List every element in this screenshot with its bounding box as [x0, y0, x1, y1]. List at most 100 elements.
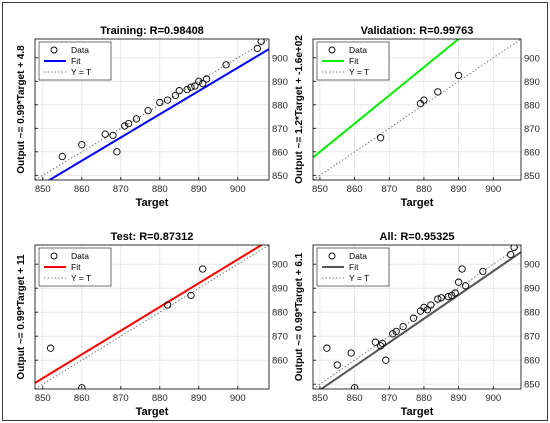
x-tick-label: 900: [230, 393, 246, 404]
data-point: [434, 295, 442, 303]
legend-label: Fit: [71, 56, 81, 66]
legend-label: Y = T: [349, 273, 369, 283]
legend-label: Data: [71, 251, 89, 261]
x-tick-label: 890: [191, 184, 207, 195]
fit-line: [47, 48, 269, 180]
data-point: [409, 314, 418, 322]
data-point: [199, 265, 207, 273]
data-point: [171, 91, 180, 100]
y-tick-label: 880: [524, 308, 540, 319]
data-point: [423, 306, 432, 314]
data-point: [257, 39, 265, 45]
legend-label: Y = T: [71, 67, 91, 77]
data-point: [163, 301, 172, 309]
x-tick-label: 880: [152, 393, 168, 404]
data-point: [58, 152, 66, 161]
data-point: [113, 148, 121, 156]
data-point: [222, 61, 230, 69]
data-point: [510, 245, 518, 252]
data-point: [333, 361, 341, 369]
x-tick-label: 860: [347, 184, 363, 195]
axes-box: [34, 38, 270, 181]
y-tick-label: 900: [272, 260, 288, 271]
y-tick-label: 900: [524, 53, 540, 64]
legend-label: Fit: [349, 262, 359, 272]
x-tick-label: 900: [485, 184, 501, 195]
regression-figure: 850 860 870 880 890 900 850 860 870 880 890 900 Trai…: [16, 25, 540, 418]
identity-line: [313, 245, 521, 389]
data-point: [78, 384, 86, 389]
x-tick-label: 880: [416, 393, 432, 404]
y-tick-label: 900: [524, 260, 540, 271]
data-point: [156, 98, 164, 107]
regression-panel-4: 850 860 870 880 890 900 850 860 870 880 890 900 All:…: [294, 231, 540, 418]
y-tick-label: 850: [524, 380, 540, 391]
axes-box: [312, 244, 522, 390]
y-axis-label: Output ~= 0.99*Target + 6.1: [294, 252, 305, 381]
y-tick-label: 860: [272, 147, 288, 158]
data-point: [183, 85, 191, 94]
data-point: [399, 322, 407, 331]
chart-title: All: R=0.95325: [380, 231, 455, 243]
data-point: [479, 267, 487, 276]
data-point: [451, 289, 459, 297]
x-tick-label: 870: [113, 184, 129, 195]
regression-panel-2: 850 860 870 880 890 900 850 860 870 880 890 900 Vali…: [294, 25, 540, 209]
x-tick-label: 880: [152, 184, 168, 195]
fit-line: [313, 39, 461, 159]
data-point: [195, 77, 203, 85]
data-point: [175, 87, 183, 95]
x-tick-label: 870: [381, 393, 397, 404]
legend-marker-data: [328, 46, 336, 54]
plot-content: [35, 245, 269, 389]
y-axis-label: Output ~= 0.99*Target + 4.8: [16, 45, 27, 174]
x-tick-label: 870: [381, 184, 397, 195]
y-tick-label: 870: [524, 332, 540, 343]
identity-line: [35, 39, 269, 180]
legend-marker-data: [328, 252, 336, 260]
data-point: [376, 134, 385, 142]
x-tick-label: 860: [347, 393, 363, 404]
data-point: [202, 75, 211, 83]
y-tick-label: 880: [272, 100, 288, 111]
legend-label: Data: [71, 45, 89, 55]
y-tick-label: 860: [272, 356, 288, 367]
data-point: [191, 82, 199, 90]
data-point: [187, 291, 195, 300]
data-point: [434, 88, 442, 96]
fit-line: [319, 251, 521, 389]
data-point: [78, 141, 86, 149]
x-tick-label: 850: [35, 393, 51, 404]
y-tick-label: 890: [524, 77, 540, 88]
legend-label: Fit: [349, 56, 359, 66]
regression-panel-1: 850 860 870 880 890 900 850 860 870 880 890 900 Trai…: [16, 25, 288, 209]
x-tick-label: 860: [74, 184, 90, 195]
data-point: [347, 349, 355, 357]
data-point: [350, 384, 359, 389]
x-tick-label: 890: [451, 393, 467, 404]
y-tick-label: 850: [524, 171, 540, 182]
legend-marker-data: [50, 46, 58, 54]
x-tick-label: 850: [35, 184, 51, 195]
y-axis-label: Output ~= 1.2*Target + -1.6e+02: [294, 35, 305, 184]
data-point: [144, 107, 152, 115]
data-point: [427, 301, 435, 309]
data-point: [109, 131, 117, 140]
data-point: [376, 342, 385, 350]
data-point: [437, 294, 445, 302]
x-tick-label: 900: [230, 184, 246, 195]
x-tick-label: 860: [74, 393, 90, 404]
legend-label: Y = T: [71, 273, 91, 283]
data-point: [121, 122, 129, 130]
data-point: [454, 71, 463, 80]
chart-title: Training: R=0.98408: [100, 25, 204, 37]
data-point: [163, 96, 172, 104]
data-point: [101, 130, 109, 138]
chart-title: Validation: R=0.99763: [361, 25, 474, 37]
data-point: [461, 282, 470, 290]
data-point: [323, 344, 331, 352]
axes-box: [312, 38, 522, 181]
